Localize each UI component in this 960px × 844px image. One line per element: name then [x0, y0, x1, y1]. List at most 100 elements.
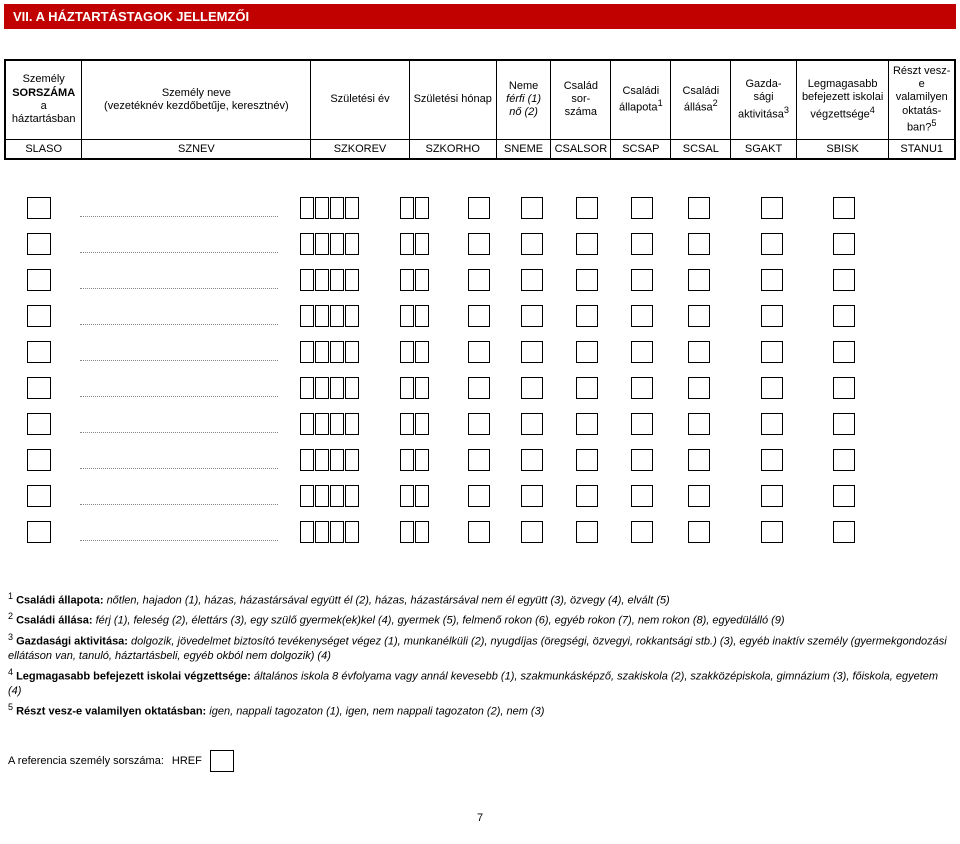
input-box[interactable] [631, 449, 653, 471]
input-box[interactable] [688, 413, 710, 435]
input-box[interactable] [400, 377, 414, 399]
input-box[interactable] [27, 233, 51, 255]
input-box[interactable] [833, 521, 855, 543]
input-box[interactable] [833, 305, 855, 327]
input-box[interactable] [688, 269, 710, 291]
input-box[interactable] [300, 233, 314, 255]
input-box[interactable] [330, 413, 344, 435]
input-box[interactable] [521, 305, 543, 327]
input-box[interactable] [761, 305, 783, 327]
input-box[interactable] [300, 305, 314, 327]
input-box[interactable] [315, 485, 329, 507]
input-box[interactable] [631, 521, 653, 543]
input-box[interactable] [833, 485, 855, 507]
input-box[interactable] [345, 521, 359, 543]
input-box[interactable] [521, 377, 543, 399]
input-box[interactable] [688, 521, 710, 543]
input-box[interactable] [300, 341, 314, 363]
input-box[interactable] [330, 521, 344, 543]
input-box[interactable] [330, 233, 344, 255]
input-box[interactable] [688, 197, 710, 219]
input-box[interactable] [315, 521, 329, 543]
input-box[interactable] [345, 197, 359, 219]
input-box[interactable] [27, 305, 51, 327]
name-dotted-line[interactable] [74, 377, 284, 399]
input-box[interactable] [345, 413, 359, 435]
input-box[interactable] [400, 413, 414, 435]
input-box[interactable] [330, 305, 344, 327]
input-box[interactable] [400, 197, 414, 219]
input-box[interactable] [631, 413, 653, 435]
input-box[interactable] [345, 305, 359, 327]
name-dotted-line[interactable] [74, 485, 284, 507]
input-box[interactable] [400, 305, 414, 327]
input-box[interactable] [521, 269, 543, 291]
name-dotted-line[interactable] [74, 305, 284, 327]
input-box[interactable] [631, 341, 653, 363]
input-box[interactable] [833, 341, 855, 363]
input-box[interactable] [688, 305, 710, 327]
input-box[interactable] [688, 377, 710, 399]
input-box[interactable] [761, 197, 783, 219]
input-box[interactable] [27, 521, 51, 543]
input-box[interactable] [688, 449, 710, 471]
reference-input[interactable] [210, 750, 234, 772]
input-box[interactable] [761, 521, 783, 543]
input-box[interactable] [576, 341, 598, 363]
input-box[interactable] [27, 197, 51, 219]
input-box[interactable] [27, 341, 51, 363]
input-box[interactable] [631, 305, 653, 327]
input-box[interactable] [330, 377, 344, 399]
input-box[interactable] [300, 521, 314, 543]
input-box[interactable] [27, 269, 51, 291]
input-box[interactable] [300, 485, 314, 507]
input-box[interactable] [27, 449, 51, 471]
input-box[interactable] [415, 449, 429, 471]
input-box[interactable] [761, 449, 783, 471]
input-box[interactable] [576, 377, 598, 399]
input-box[interactable] [833, 377, 855, 399]
input-box[interactable] [415, 197, 429, 219]
input-box[interactable] [631, 233, 653, 255]
input-box[interactable] [468, 305, 490, 327]
input-box[interactable] [761, 341, 783, 363]
input-box[interactable] [468, 233, 490, 255]
input-box[interactable] [761, 233, 783, 255]
input-box[interactable] [415, 305, 429, 327]
input-box[interactable] [521, 233, 543, 255]
input-box[interactable] [300, 449, 314, 471]
input-box[interactable] [468, 377, 490, 399]
input-box[interactable] [400, 341, 414, 363]
input-box[interactable] [833, 233, 855, 255]
input-box[interactable] [27, 413, 51, 435]
input-box[interactable] [576, 485, 598, 507]
input-box[interactable] [300, 269, 314, 291]
input-box[interactable] [468, 521, 490, 543]
input-box[interactable] [415, 485, 429, 507]
input-box[interactable] [330, 485, 344, 507]
input-box[interactable] [315, 341, 329, 363]
input-box[interactable] [761, 377, 783, 399]
input-box[interactable] [468, 449, 490, 471]
input-box[interactable] [631, 377, 653, 399]
name-dotted-line[interactable] [74, 197, 284, 219]
input-box[interactable] [576, 449, 598, 471]
input-box[interactable] [345, 269, 359, 291]
name-dotted-line[interactable] [74, 233, 284, 255]
input-box[interactable] [688, 341, 710, 363]
input-box[interactable] [688, 233, 710, 255]
input-box[interactable] [576, 233, 598, 255]
input-box[interactable] [27, 377, 51, 399]
input-box[interactable] [521, 413, 543, 435]
input-box[interactable] [631, 485, 653, 507]
name-dotted-line[interactable] [74, 269, 284, 291]
input-box[interactable] [521, 197, 543, 219]
input-box[interactable] [415, 413, 429, 435]
input-box[interactable] [521, 485, 543, 507]
input-box[interactable] [415, 269, 429, 291]
input-box[interactable] [400, 233, 414, 255]
input-box[interactable] [576, 305, 598, 327]
input-box[interactable] [468, 485, 490, 507]
input-box[interactable] [468, 341, 490, 363]
input-box[interactable] [576, 521, 598, 543]
